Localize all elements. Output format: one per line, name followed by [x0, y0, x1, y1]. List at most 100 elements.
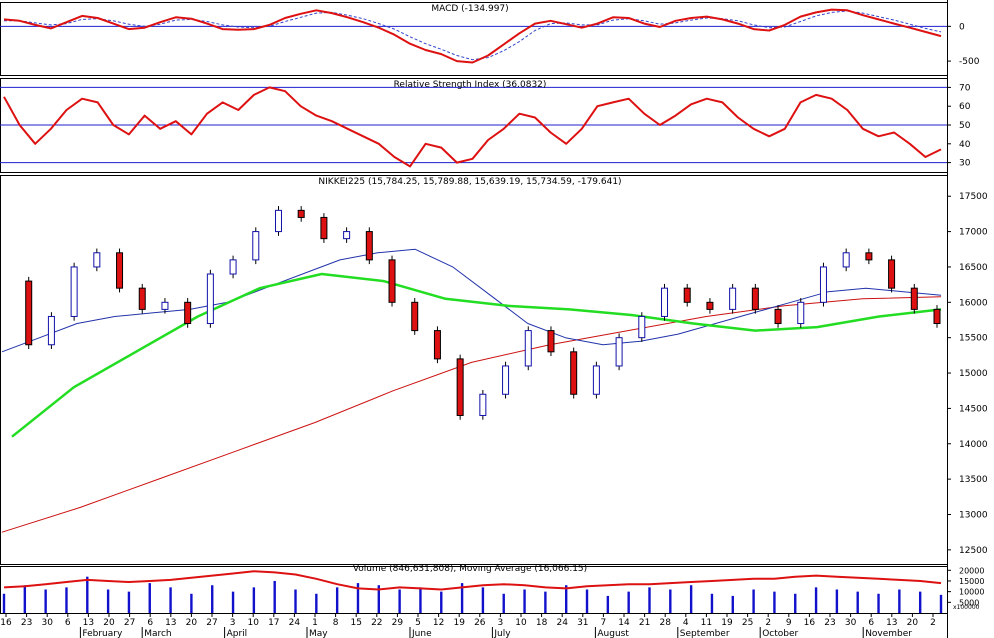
date-tick-label: 27: [206, 618, 217, 628]
price-ma-short: [11, 272, 942, 438]
price-tick-label: 15500: [959, 334, 988, 344]
candle-body: [524, 330, 532, 367]
volume-bar: [502, 593, 505, 613]
candle-body: [411, 301, 419, 332]
date-tick-label: 5: [415, 618, 421, 628]
date-tick-label: 20: [103, 618, 115, 628]
date-tick-label: 22: [371, 618, 382, 628]
candle-body: [479, 393, 487, 416]
date-tick-label: 27: [124, 618, 135, 628]
volume-bar: [440, 591, 443, 613]
month-label: September: [680, 629, 730, 638]
candle-body: [888, 259, 896, 289]
candle-body: [706, 301, 714, 310]
volume-bar: [648, 587, 651, 613]
date-tick-label: 4: [683, 618, 689, 628]
date-tick-label: 3: [498, 618, 504, 628]
date-tick-label: 28: [659, 618, 671, 628]
volume-bar: [544, 591, 547, 613]
date-tick-label: 8: [333, 618, 339, 628]
volume-bar: [710, 593, 714, 613]
candle-body: [252, 231, 260, 261]
candle-body: [661, 287, 669, 317]
volume-bar: [689, 585, 693, 613]
panel-frame-2: [0, 175, 948, 565]
volume-bar: [585, 589, 589, 613]
month-label: August: [597, 629, 629, 638]
volume-tick-label: 20000: [959, 566, 984, 575]
candle-body: [206, 273, 214, 325]
volume-bar: [669, 589, 672, 613]
candle-body: [47, 315, 55, 346]
price-tick-label: 16000: [959, 298, 988, 308]
candle-body: [70, 266, 78, 317]
date-tick-label: 24: [289, 618, 301, 628]
volume-bar: [898, 589, 901, 613]
candle-body: [819, 266, 827, 303]
candle-body: [570, 351, 578, 395]
date-tick-label: 25: [742, 618, 753, 628]
volume-bar: [918, 591, 922, 613]
candle-body: [93, 252, 101, 268]
rsi-tick-label: 30: [959, 159, 971, 169]
month-label: March: [144, 629, 171, 638]
candle-body: [842, 252, 850, 268]
candle-body: [502, 365, 510, 395]
volume-tick-label: 15000: [959, 577, 984, 586]
candle-body: [865, 252, 873, 261]
volume-bar: [252, 587, 256, 613]
candle-body: [797, 301, 805, 325]
volume-bar: [65, 587, 68, 613]
date-tick-label: 6: [65, 618, 71, 628]
date-tick-label: 20: [186, 618, 198, 628]
date-tick-label: 13: [165, 618, 176, 628]
candle-body: [274, 209, 282, 233]
date-tick-label: 12: [433, 618, 444, 628]
volume-bar: [106, 589, 110, 613]
volume-bar: [835, 589, 839, 613]
date-tick-label: 30: [845, 618, 857, 628]
volume-bar: [460, 583, 464, 613]
volume-bar: [294, 589, 297, 613]
macd-line: [3, 8, 942, 64]
volume-bar: [877, 593, 880, 613]
volume-bar: [627, 591, 630, 613]
price-tick-label: 12500: [959, 546, 988, 556]
volume-bar: [190, 593, 193, 613]
macd-tick-label: 0: [959, 22, 965, 32]
date-tick-label: 16: [0, 618, 12, 628]
volume-bar: [419, 587, 422, 613]
price-ma-mid: [1, 248, 942, 353]
candle-body: [25, 280, 33, 346]
date-tick-label: 31: [577, 618, 588, 628]
volume-bar: [23, 585, 27, 613]
volume-bar: [335, 587, 339, 613]
volume-title: Volume (846,631,808), Moving Average (16…: [353, 564, 587, 574]
volume-bar: [2, 593, 6, 613]
price-title: NIKKEI225 (15,784.25, 15,789.88, 15,639.…: [318, 177, 621, 187]
candle-body: [229, 259, 237, 275]
rsi-tick-label: 60: [959, 102, 971, 112]
volume-bar: [773, 591, 776, 613]
volume-bar: [127, 591, 131, 613]
date-tick-label: 10: [515, 618, 527, 628]
macd-title: MACD (-134.997): [431, 4, 508, 14]
volume-unit-label: x100000: [953, 604, 980, 611]
date-tick-label: 19: [453, 618, 465, 628]
volume-bar: [86, 576, 89, 613]
candle-body: [592, 365, 600, 395]
rsi-tick-label: 50: [959, 121, 971, 131]
candle-body: [729, 287, 737, 310]
price-tick-label: 16500: [959, 263, 988, 273]
volume-bar: [731, 595, 734, 613]
price-tick-label: 13000: [959, 510, 988, 520]
date-tick-label: 9: [786, 618, 792, 628]
candle-body: [320, 216, 328, 240]
volume-bar: [315, 593, 318, 613]
candle-body: [433, 330, 441, 360]
rsi-tick-label: 70: [959, 83, 971, 93]
volume-bar: [231, 591, 235, 613]
candle-body: [138, 287, 146, 310]
volume-bar: [814, 587, 818, 613]
